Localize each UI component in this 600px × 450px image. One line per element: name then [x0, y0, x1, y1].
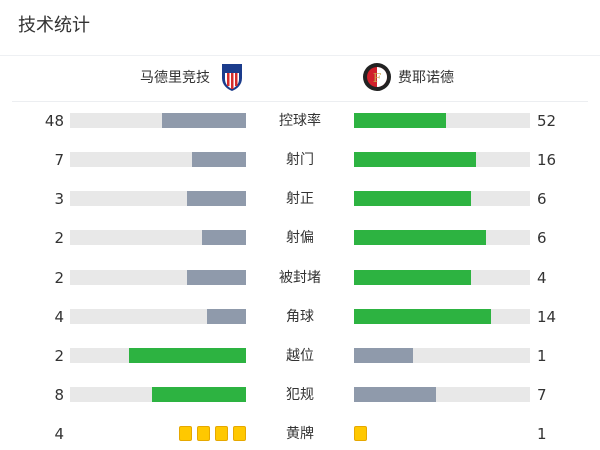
stat-row: 4 黄牌 1: [0, 426, 600, 442]
home-bar-fill: [161, 113, 246, 128]
away-bar-track: [354, 113, 530, 128]
svg-text:F: F: [373, 71, 381, 85]
home-bar-fill: [152, 387, 246, 402]
yellow-card-icon: [179, 426, 192, 441]
away-bar-track: [354, 348, 530, 363]
stat-label: 越位: [286, 348, 314, 364]
away-bar-track: [354, 230, 530, 245]
away-bar-fill: [354, 152, 477, 167]
away-value: 1: [537, 425, 547, 443]
away-value: 52: [537, 112, 557, 130]
home-value: 3: [54, 190, 64, 208]
away-bar-track: [354, 191, 530, 206]
away-yellow-cards: [354, 426, 367, 442]
stat-label: 黄牌: [286, 426, 314, 442]
yellow-card-icon: [354, 426, 367, 441]
away-bar-fill: [354, 270, 472, 285]
home-bar-fill: [187, 270, 246, 285]
away-bar-fill: [354, 387, 437, 402]
away-value: 6: [537, 229, 547, 247]
away-bar-fill: [354, 309, 491, 324]
home-bar-fill: [128, 348, 246, 363]
home-team-name: 马德里竞技: [140, 70, 210, 86]
away-bar-track: [354, 270, 530, 285]
yellow-card-icon: [215, 426, 228, 441]
home-value: 4: [54, 425, 64, 443]
yellow-card-icon: [197, 426, 210, 441]
stat-row: 3 射正 6: [0, 191, 600, 207]
home-yellow-cards: [179, 426, 246, 442]
away-bar-fill: [354, 230, 486, 245]
away-bar-track: [354, 152, 530, 167]
home-value: 8: [54, 386, 64, 404]
home-bar-track: [70, 309, 246, 324]
away-bar-fill: [354, 191, 472, 206]
away-value: 1: [537, 347, 547, 365]
yellow-card-icon: [233, 426, 246, 441]
home-value: 2: [54, 347, 64, 365]
stat-row: 2 被封堵 4: [0, 270, 600, 286]
home-bar-track: [70, 152, 246, 167]
away-bar-fill: [354, 113, 446, 128]
feyenoord-crest-icon: F: [363, 63, 391, 91]
divider: [0, 55, 600, 56]
stat-row: 2 射偏 6: [0, 230, 600, 246]
stat-label: 被封堵: [279, 270, 321, 286]
home-bar-fill: [187, 191, 246, 206]
stat-label: 射正: [286, 191, 314, 207]
home-team[interactable]: 马德里竞技: [140, 62, 244, 92]
home-value: 2: [54, 269, 64, 287]
home-bar-track: [70, 387, 246, 402]
stat-label: 射门: [286, 152, 314, 168]
away-bar-track: [354, 387, 530, 402]
stat-label: 控球率: [279, 113, 321, 129]
home-value: 4: [54, 308, 64, 326]
away-value: 4: [537, 269, 547, 287]
home-bar-fill: [192, 152, 246, 167]
stat-row: 8 犯规 7: [0, 387, 600, 403]
home-bar-track: [70, 270, 246, 285]
stat-row: 2 越位 1: [0, 348, 600, 364]
atletico-madrid-crest-icon: [222, 64, 242, 91]
home-bar-track: [70, 230, 246, 245]
stat-row: 7 射门 16: [0, 152, 600, 168]
stat-label: 角球: [286, 309, 314, 325]
home-value: 2: [54, 229, 64, 247]
page-title: 技术统计: [18, 15, 90, 36]
home-bar-track: [70, 191, 246, 206]
home-value: 48: [44, 112, 64, 130]
away-value: 14: [537, 308, 557, 326]
home-bar-track: [70, 113, 246, 128]
away-team-name: 费耶诺德: [398, 70, 454, 86]
away-bar-track: [354, 309, 530, 324]
away-value: 6: [537, 190, 547, 208]
home-value: 7: [54, 151, 64, 169]
home-bar-fill: [206, 309, 246, 324]
stat-label: 射偏: [286, 230, 314, 246]
home-bar-fill: [202, 230, 246, 245]
away-team[interactable]: F 费耶诺德: [362, 62, 454, 92]
away-value: 16: [537, 151, 557, 169]
away-value: 7: [537, 386, 547, 404]
stat-row: 48 控球率 52: [0, 113, 600, 129]
divider: [12, 101, 588, 102]
stat-label: 犯规: [286, 387, 314, 403]
away-bar-fill: [354, 348, 413, 363]
home-bar-track: [70, 348, 246, 363]
stat-row: 4 角球 14: [0, 309, 600, 325]
